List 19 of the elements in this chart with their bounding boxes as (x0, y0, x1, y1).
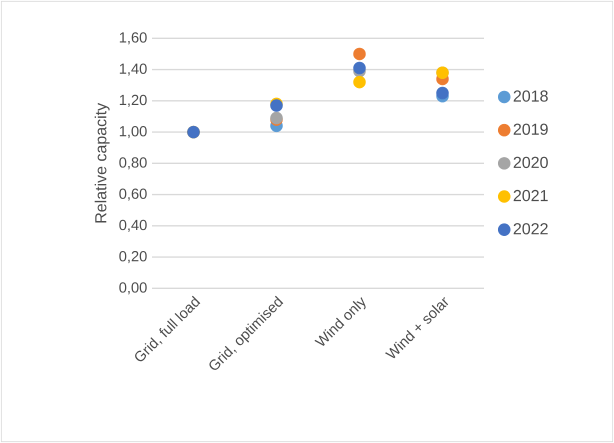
y-tick-label: 1,40 (120, 64, 147, 76)
y-tick-label: 0,60 (119, 188, 147, 201)
point (353, 76, 366, 88)
y-tick-label: 0,00 (119, 282, 147, 294)
legend-label: 2019 (514, 124, 548, 135)
y-tick-label: 1,00 (120, 126, 147, 138)
y-tick-label: 1,20 (120, 94, 147, 107)
y-tick-label: 0,40 (119, 220, 147, 232)
legend-label: 2022 (514, 223, 548, 234)
y-axis-title: Relative capacity (94, 102, 110, 222)
legend-label: 2018 (514, 90, 548, 102)
y-tick-label: 0,20 (119, 251, 147, 264)
legend-label: 2021 (514, 190, 548, 202)
point (353, 62, 366, 74)
point (436, 86, 449, 100)
point (353, 48, 366, 60)
y-tick-label: 1,60 (120, 32, 147, 44)
legend-label: 2020 (514, 156, 548, 168)
y-tick-label: 0,80 (119, 157, 147, 170)
